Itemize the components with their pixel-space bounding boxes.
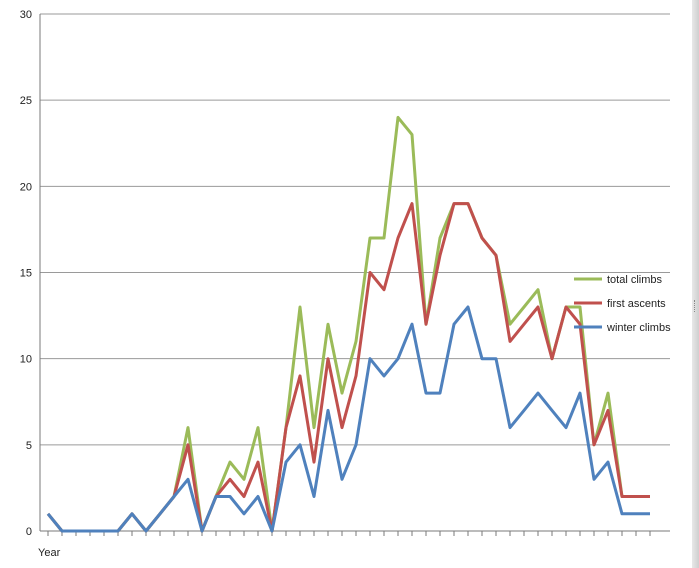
y-tick-label: 0: [26, 526, 32, 538]
resize-grip[interactable]: [694, 300, 698, 312]
x-axis: [39, 14, 670, 536]
series-line-total-climbs: [46, 115, 650, 533]
y-tick-label: 25: [20, 95, 32, 107]
series-line-winter-climbs: [46, 305, 650, 533]
x-axis-title: Year: [38, 547, 61, 559]
gridlines: [40, 13, 670, 446]
y-tick-label: 5: [26, 440, 32, 452]
y-tick-label: 15: [20, 268, 32, 280]
legend-label: total climbs: [607, 274, 663, 286]
legend: total climbs first ascents winter climbs: [574, 274, 671, 334]
legend-label: first ascents: [607, 298, 666, 310]
y-tick-label: 20: [20, 181, 32, 193]
y-axis-tick-labels: 0 5 10 15 20 25 30: [20, 9, 32, 538]
legend-label: winter climbs: [606, 322, 671, 334]
series-lines: [46, 115, 650, 533]
window-edge: [692, 0, 699, 568]
y-tick-label: 10: [20, 354, 32, 366]
y-tick-label: 30: [20, 9, 32, 21]
